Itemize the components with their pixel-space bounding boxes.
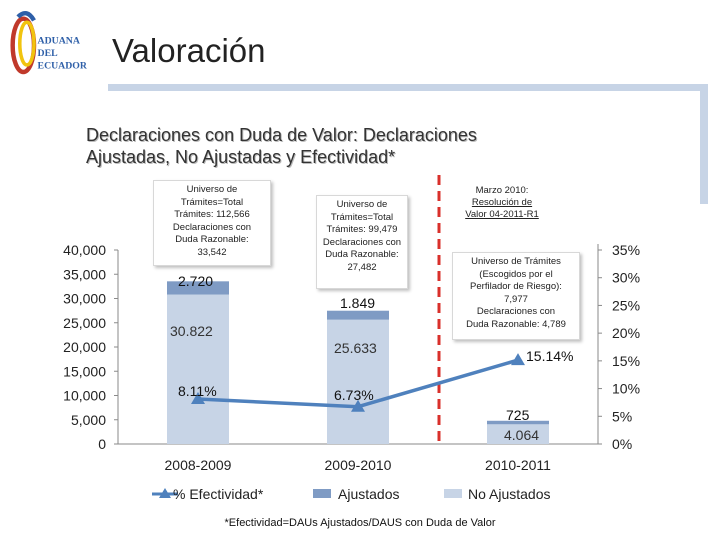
bar-label-ajustados: 725 [506,407,530,423]
subtitle-line-1: Declaraciones con Duda de Valor: Declara… [86,125,477,145]
bar-label-no-ajustados: 4.064 [504,427,539,443]
callout-line: Trámites=Total [180,196,244,208]
marzo-note-line: Resolución de [471,197,533,208]
logo-text-del: DEL [38,48,59,59]
footnote: *Efectividad=DAUs Ajustados/DAUS con Dud… [224,517,496,529]
logo-text-ecuador: ECUADOR [38,60,88,71]
y-right-tick-label: 35% [612,242,640,258]
bar-label-ajustados: 2.720 [178,273,213,289]
header-side-rule [700,84,708,204]
callout-line: Duda Razonable: [175,234,249,245]
bar-no-ajustados [487,424,549,444]
logo-text-aduana: ADUANA [38,36,80,47]
callout-2010-2011: Universo de Trámites (Escogidos por el P… [452,252,580,340]
callout-line: Declaraciones con [172,221,252,233]
y-left-tick-label: 0 [98,436,106,452]
y-left-tick-label: 35,000 [63,266,106,282]
legend-label: % Efectividad* [173,486,264,502]
efectividad-marker [191,392,205,405]
y-right-tick-label: 20% [612,325,640,341]
legend-label: Ajustados [338,486,399,502]
callout-line: Trámites: 99,479 [326,224,398,235]
callout-2009-2010: Universo de Trámites=Total Trámites: 99,… [316,195,408,289]
legend-no-ajustados-swatch [444,489,462,498]
marzo-note-line: Valor 04-2011-R1 [465,209,539,220]
y-left-tick-label: 15,000 [63,363,106,379]
header-rule [108,84,708,91]
y-right-tick-label: 10% [612,381,640,397]
aduana-logo: ADUANA DEL ECUADOR [10,11,88,75]
y-right-tick-label: 0% [612,436,632,452]
y-right-tick-label: 5% [612,408,632,424]
x-category-label: 2010-2011 [485,457,551,473]
marzo-note-line: Marzo 2010: [475,185,529,196]
callout-line: (Escogidos por el [479,268,553,280]
y-right-tick-label: 25% [612,297,640,313]
legend-ajustados-swatch [313,489,331,498]
y-left-tick-label: 25,000 [63,315,106,331]
chart-subtitle: Declaraciones con Duda de Valor: Declara… [86,124,556,168]
x-category-label: 2008-2009 [165,457,232,473]
callout-line: Universo de [336,199,388,210]
bar-no-ajustados [167,294,229,444]
efectividad-data-label: 15.14% [526,348,573,364]
callout-line: Perfilador de Riesgo): [470,281,562,292]
callout-line: 27,482 [347,261,377,273]
bar-label-no-ajustados: 30.822 [170,323,213,339]
callout-line: Trámites=Total [330,211,394,223]
efectividad-marker [511,353,525,366]
callout-line: 33,542 [197,246,227,258]
callout-line: Declaraciones con [476,306,556,317]
efectividad-data-label: 8.11% [178,383,217,399]
bar-ajustados [487,420,549,425]
x-category-label: 2009-2010 [325,457,392,473]
callout-2008-2009: Universo de Trámites=Total Trámites: 112… [153,180,271,266]
efectividad-data-label: 6.73% [334,387,374,403]
y-left-tick-label: 20,000 [63,339,106,355]
callout-line: Declaraciones con [322,236,402,248]
bar-no-ajustados [327,319,389,444]
marzo-2010-note: Marzo 2010: Resolución de Valor 04-2011-… [452,185,552,221]
bar-ajustados [327,310,389,320]
bar-label-ajustados: 1.849 [340,295,375,311]
callout-line: Trámites: 112,566 [174,209,250,220]
y-left-tick-label: 30,000 [63,291,106,307]
y-right-tick-label: 30% [612,270,640,286]
callout-line: Universo de [186,184,238,195]
bar-ajustados [167,281,229,295]
callout-line: Duda Razonable: 4,789 [466,318,566,330]
y-left-tick-label: 10,000 [63,388,106,404]
bar-label-no-ajustados: 25.633 [334,340,377,356]
page-title: Valoración [112,32,266,69]
callout-line: Duda Razonable: [325,249,399,260]
efectividad-marker [351,399,365,412]
y-left-tick-label: 5,000 [71,412,106,428]
legend-label: No Ajustados [468,486,551,502]
subtitle-line-2: Ajustadas, No Ajustadas y Efectividad* [86,147,396,167]
y-left-tick-label: 40,000 [63,242,106,258]
legend-efectividad-marker [159,488,171,498]
y-right-tick-label: 15% [612,353,640,369]
callout-line: 7,977 [504,293,528,305]
callout-line: Universo de Trámites [471,256,561,267]
